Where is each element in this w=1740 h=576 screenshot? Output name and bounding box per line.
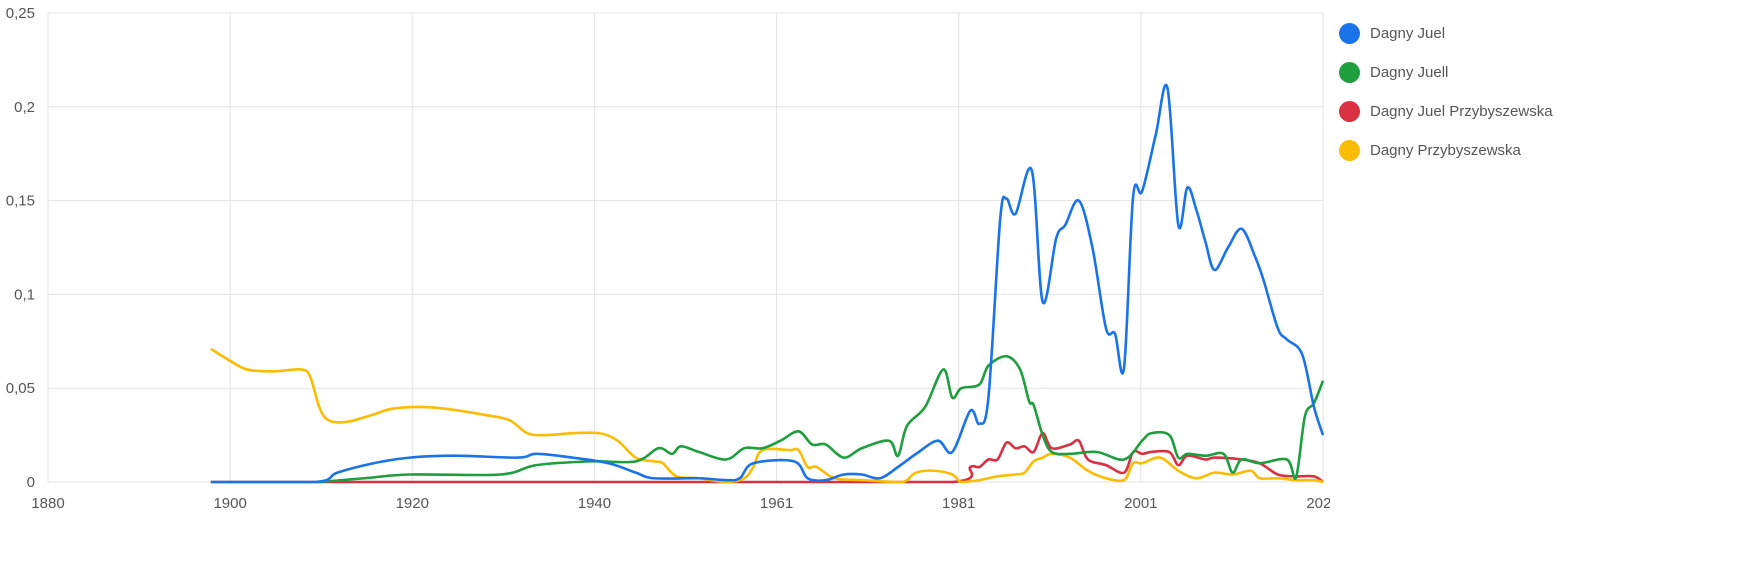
x-tick-label: 2001	[1124, 495, 1157, 512]
y-tick-label: 0,2	[14, 99, 35, 116]
series-line-dagny-juel	[210, 83, 1325, 484]
y-tick-label: 0,25	[6, 5, 35, 22]
x-tick-label: 1940	[578, 495, 611, 512]
legend-label: Dagny Juel	[1370, 25, 1446, 42]
legend-label: Dagny Juell	[1370, 64, 1449, 81]
tick-labels: 1880 1900 1920 1940 1961 1981 2001 2021 0 0,05 0,1…	[6, 5, 1330, 512]
x-tick-label: 1981	[942, 495, 975, 512]
legend-item[interactable]: Dagny Juell	[1339, 53, 1553, 92]
grid	[47, 12, 1324, 483]
legend-item[interactable]: Dagny Juel	[1339, 14, 1553, 53]
series-line-dagny-juell	[319, 355, 1325, 484]
y-tick-label: 0,15	[6, 193, 35, 210]
y-tick-label: 0,1	[14, 286, 35, 303]
legend-item[interactable]: Dagny Przybyszewska	[1339, 131, 1553, 170]
legend-dot-icon	[1339, 101, 1360, 122]
legend-dot-icon	[1339, 23, 1360, 44]
legend-dot-icon	[1339, 62, 1360, 83]
x-tick-label: 1880	[31, 495, 64, 512]
x-tick-label: 1920	[396, 495, 429, 512]
line-chart: 1880 1900 1920 1940 1961 1981 2001 2021 0 0,05 0,1…	[6, 5, 1330, 512]
legend-label: Dagny Przybyszewska	[1370, 142, 1521, 159]
series-line-dagny-juel-przybyszewska	[210, 431, 1324, 484]
x-tick-label: 1961	[760, 495, 793, 512]
legend-item[interactable]: Dagny Juel Przybyszewska	[1339, 92, 1553, 131]
y-tick-label: 0,05	[6, 380, 35, 397]
legend-dot-icon	[1339, 140, 1360, 161]
legend-label: Dagny Juel Przybyszewska	[1370, 103, 1553, 120]
y-tick-label: 0	[27, 474, 35, 491]
x-tick-label: 2021	[1306, 495, 1330, 512]
series-lines	[210, 83, 1325, 484]
legend: Dagny Juel Dagny Juell Dagny Juel Przyby…	[1339, 14, 1553, 170]
x-tick-label: 1900	[213, 495, 246, 512]
series-line-dagny-przybyszewska	[210, 347, 1324, 484]
